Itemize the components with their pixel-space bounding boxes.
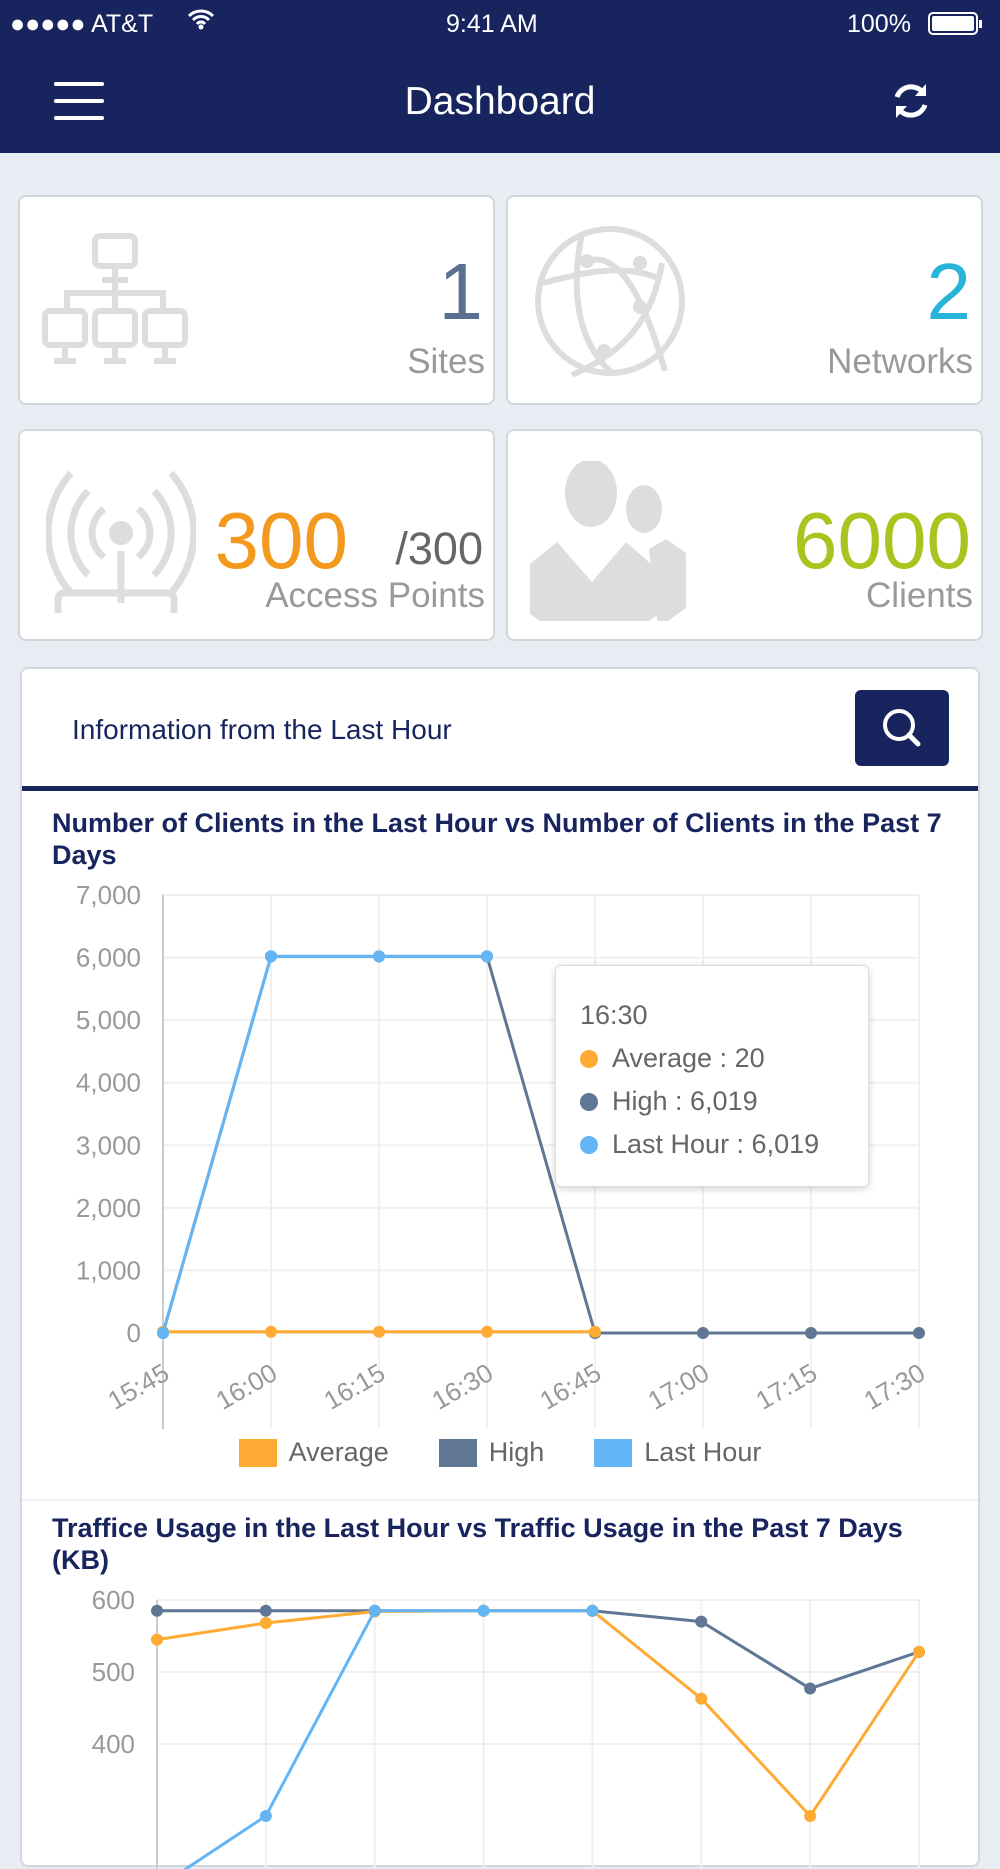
panel-title: Information from the Last Hour [72, 714, 452, 745]
y-tick-label: 3,000 [76, 1130, 141, 1160]
data-point [373, 1325, 385, 1338]
data-point [368, 1604, 381, 1617]
average-dot-icon [580, 1049, 598, 1068]
data-point [259, 1604, 272, 1617]
clock: 9:41 AM [446, 10, 538, 38]
sites-label: Sites [407, 342, 485, 381]
data-point [373, 950, 385, 963]
chart1-legend: Average High Last Hour [22, 1437, 978, 1468]
globe-icon [535, 226, 685, 378]
tooltip-high: High : 6,019 [612, 1086, 758, 1116]
clients-label: Clients [866, 576, 973, 615]
data-point [265, 950, 277, 963]
y-tick-label: 600 [92, 1585, 135, 1615]
data-point [586, 1604, 599, 1617]
high-dot-icon [580, 1092, 598, 1111]
y-tick-label: 500 [92, 1657, 135, 1687]
search-icon [883, 709, 921, 747]
access-point-icon [46, 470, 196, 613]
y-tick-label: 1,000 [76, 1255, 141, 1285]
networks-count: 2 [926, 247, 972, 336]
y-tick-label: 5,000 [76, 1005, 141, 1035]
search-button[interactable] [855, 690, 949, 766]
data-point [259, 1810, 272, 1822]
data-point [804, 1810, 817, 1822]
data-point [805, 1327, 817, 1339]
menu-button[interactable] [54, 82, 104, 120]
y-tick-label: 400 [92, 1729, 135, 1759]
legend-average[interactable]: Average [238, 1437, 389, 1468]
battery-icon [928, 12, 984, 43]
y-tick-label: 0 [127, 1318, 141, 1348]
carrier: ●●●●● AT&T [10, 10, 154, 38]
data-point [697, 1327, 709, 1339]
data-point [695, 1692, 708, 1705]
tooltip-title: 16:30 [580, 1000, 648, 1030]
legend-high[interactable]: High [438, 1437, 544, 1468]
chart2-title: Traffice Usage in the Last Hour vs Traff… [52, 1513, 903, 1575]
wifi-icon [187, 8, 215, 37]
nav-bar: Dashboard [0, 48, 1000, 153]
status-bar: ●●●●● AT&T 9:41 AM 100% [0, 0, 1000, 48]
data-point [151, 1604, 163, 1617]
y-tick-label: 4,000 [76, 1068, 141, 1098]
chart-tooltip: 16:30 Average : 20 High : 6,019 Last Hou… [555, 965, 869, 1187]
clients-chart[interactable]: 01,0002,0003,0004,0005,0006,0007,00015:4… [22, 669, 982, 1429]
data-point [157, 1327, 169, 1339]
data-point [695, 1615, 708, 1628]
networks-label: Networks [827, 342, 973, 381]
tooltip-average: Average : 20 [612, 1043, 765, 1073]
y-tick-label: 6,000 [76, 943, 141, 973]
clients-count: 6000 [793, 496, 971, 585]
battery-percent: 100% [847, 10, 911, 38]
y-tick-label: 2,000 [76, 1193, 141, 1223]
chart-divider [22, 1499, 978, 1501]
y-tick-label: 7,000 [76, 880, 141, 910]
refresh-button[interactable] [890, 80, 932, 122]
sitemap-icon [42, 233, 188, 364]
series-line-last-hour [161, 954, 487, 1334]
data-point [804, 1682, 817, 1695]
panel-divider [22, 786, 978, 791]
data-point [259, 1617, 272, 1630]
data-point [151, 1633, 163, 1646]
data-point [913, 1645, 925, 1658]
data-point [481, 950, 493, 963]
series-line-average [156, 1609, 921, 1819]
access-points-label: Access Points [265, 576, 485, 615]
clients-card[interactable]: 6000 Clients [506, 429, 983, 641]
data-point [477, 1604, 490, 1617]
access-points-total: /300 [395, 523, 483, 574]
data-point [481, 1325, 493, 1338]
lasthour-dot-icon [580, 1135, 598, 1154]
users-icon [530, 461, 686, 621]
data-point [913, 1327, 925, 1339]
traffic-chart[interactable]: 400 500 600 [22, 669, 982, 1869]
tooltip-last-hour: Last Hour : 6,019 [612, 1129, 820, 1159]
networks-card[interactable]: 2 Networks [506, 195, 983, 405]
chart1-title: Number of Clients in the Last Hour vs Nu… [52, 808, 942, 870]
legend-last-hour[interactable]: Last Hour [594, 1437, 761, 1468]
refresh-icon [894, 84, 928, 118]
sites-count: 1 [438, 247, 484, 336]
access-points-count: 300 [214, 496, 348, 585]
page-title: Dashboard [404, 80, 596, 123]
data-point [265, 1325, 277, 1338]
access-points-card[interactable]: 300 /300 Access Points [18, 429, 495, 641]
info-panel: Information from the Last Hour Number of… [20, 667, 982, 1869]
sites-card[interactable]: 1 Sites [18, 195, 495, 405]
data-point [589, 1325, 601, 1338]
